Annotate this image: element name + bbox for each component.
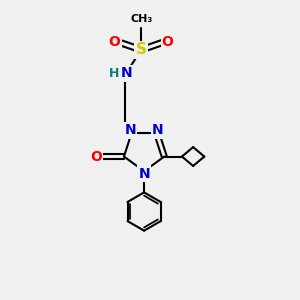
Text: S: S [136, 42, 147, 57]
Text: O: O [109, 35, 121, 49]
Text: O: O [90, 150, 102, 164]
Text: N: N [138, 167, 150, 181]
Text: H: H [109, 67, 119, 80]
Text: O: O [162, 35, 174, 49]
Text: CH₃: CH₃ [130, 14, 152, 24]
Text: N: N [124, 124, 136, 137]
Text: N: N [121, 66, 132, 80]
Text: N: N [152, 124, 164, 137]
